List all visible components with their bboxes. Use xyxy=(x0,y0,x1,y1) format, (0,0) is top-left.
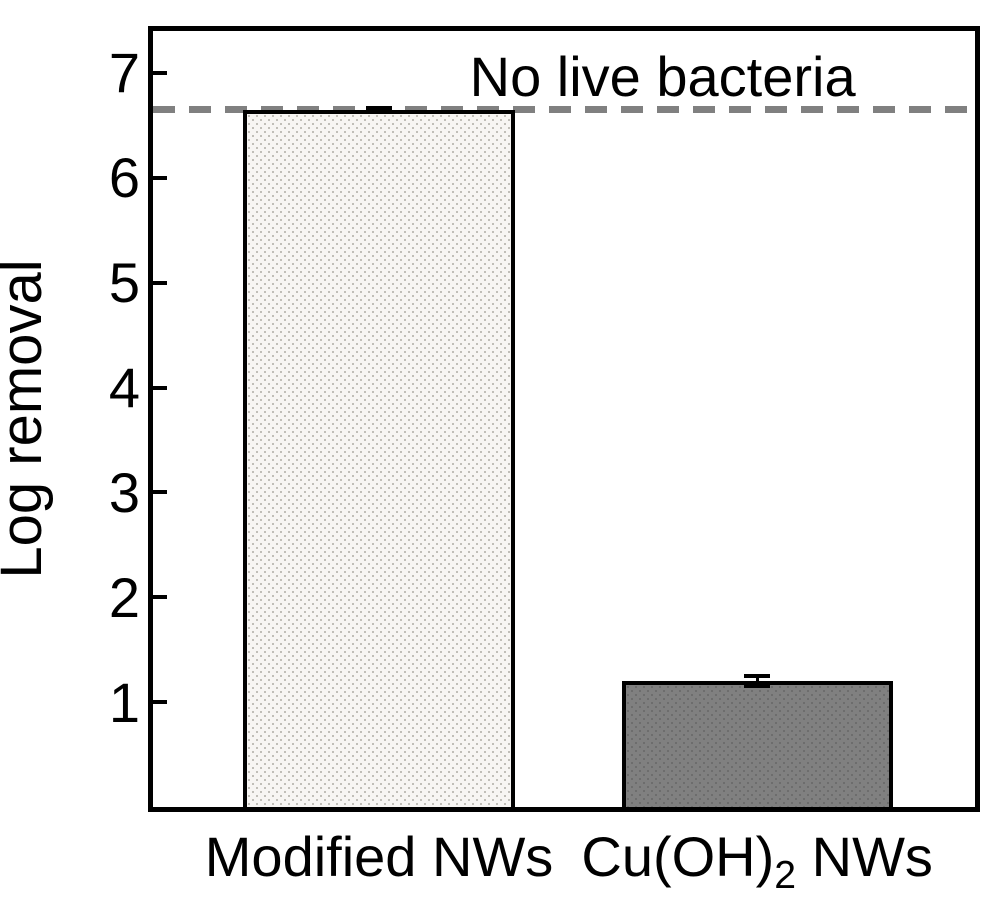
error-bar-cap-bottom xyxy=(366,110,392,114)
y-tick xyxy=(153,386,167,390)
y-tick-label: 6 xyxy=(60,145,140,210)
reference-line-dash xyxy=(909,106,931,113)
y-tick-label: 4 xyxy=(60,355,140,420)
reference-line-dash xyxy=(189,106,211,113)
y-axis-label: Log removal xyxy=(0,259,55,578)
y-tick xyxy=(153,490,167,494)
y-tick-label: 1 xyxy=(60,670,140,735)
y-tick xyxy=(153,700,167,704)
bar-cuoh2 xyxy=(622,681,893,807)
y-tick-label: 3 xyxy=(60,460,140,525)
reference-line-dash xyxy=(945,106,967,113)
reference-line-label: No live bacteria xyxy=(470,44,856,109)
error-bar-cap-top xyxy=(744,674,770,678)
y-tick-label: 2 xyxy=(60,565,140,630)
error-bar-cap-bottom xyxy=(744,684,770,688)
y-tick xyxy=(153,176,167,180)
bar-modified xyxy=(243,110,514,807)
y-tick-label: 5 xyxy=(60,250,140,315)
reference-line-dash xyxy=(873,106,895,113)
y-tick xyxy=(153,595,167,599)
reference-line-dash xyxy=(153,106,175,113)
y-tick xyxy=(153,71,167,75)
category-label-cuoh2: Cu(OH)2 NWs xyxy=(581,824,933,898)
figure: Log removal No live bacteria 1 2 3 4 5 6 7 Modi… xyxy=(0,0,1000,914)
y-tick-label: 7 xyxy=(60,40,140,105)
y-tick xyxy=(153,281,167,285)
category-label-modified: Modified NWs xyxy=(205,824,554,889)
